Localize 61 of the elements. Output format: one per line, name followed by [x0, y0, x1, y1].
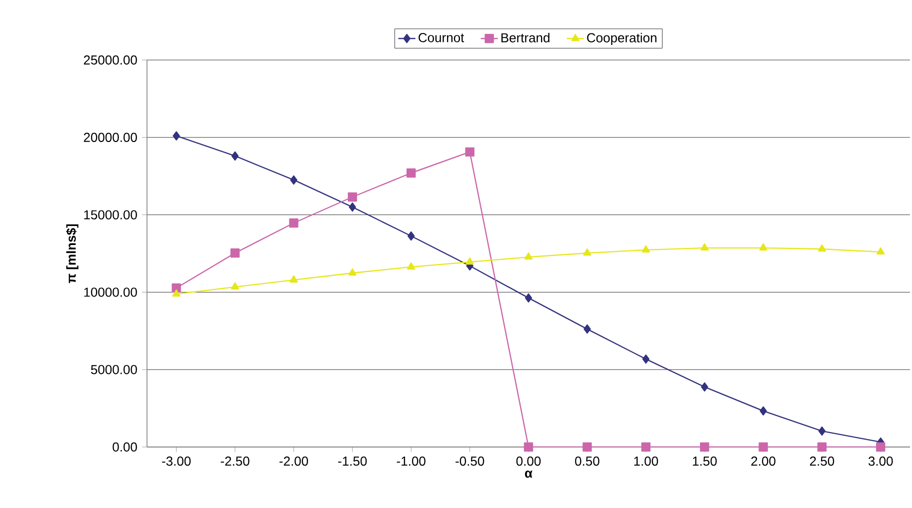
x-tick-label: -3.00	[162, 456, 191, 466]
y-tick-label: 5000.00	[90, 364, 137, 374]
y-axis-title: π [mlns$]	[66, 224, 78, 284]
point	[348, 202, 356, 212]
point	[289, 218, 298, 228]
y-tick-label: 15000.00	[84, 210, 137, 220]
x-tick-label: -1.00	[396, 456, 426, 466]
point	[407, 262, 416, 270]
x-tick-label: 2.00	[751, 456, 776, 466]
point	[290, 175, 298, 185]
point	[524, 442, 534, 452]
point	[230, 248, 240, 258]
y-tick-label: 25000.00	[84, 55, 137, 65]
point	[642, 245, 650, 253]
x-tick-label: -1.50	[338, 456, 367, 466]
point	[641, 442, 650, 452]
y-tick-label: 0.00	[112, 442, 137, 452]
point	[172, 289, 180, 297]
legend-label: Bertrand	[501, 32, 550, 42]
x-tick-label: 0.00	[516, 456, 541, 466]
point	[172, 283, 181, 293]
x-tick-label: -0.50	[456, 456, 484, 466]
point	[348, 268, 356, 276]
point	[466, 257, 474, 265]
point	[700, 442, 710, 452]
point	[817, 442, 827, 452]
x-tick-label: 1.50	[692, 456, 717, 466]
point	[583, 248, 592, 256]
point	[700, 382, 708, 392]
point	[172, 131, 180, 140]
point	[408, 231, 415, 241]
y-tick-label: 10000.00	[84, 288, 137, 297]
x-tick-label: -2.00	[279, 456, 308, 466]
point	[758, 442, 768, 452]
legend-label: Cooperation	[587, 32, 656, 45]
point	[231, 151, 239, 161]
x-tick-label: 3.00	[868, 456, 893, 466]
x-axis-title: α	[525, 470, 532, 478]
point	[524, 252, 533, 260]
point	[290, 275, 298, 283]
point	[818, 244, 826, 252]
point	[642, 354, 650, 364]
point	[700, 243, 709, 251]
x-tick-label: -2.50	[220, 456, 250, 466]
x-tick-label: 2.50	[810, 456, 834, 466]
point	[876, 442, 886, 452]
point	[818, 426, 826, 436]
point	[524, 293, 532, 303]
point	[760, 406, 767, 416]
point	[582, 442, 592, 452]
point	[759, 243, 768, 251]
x-tick-label: 1.00	[634, 456, 658, 466]
point	[406, 168, 416, 178]
point	[876, 247, 885, 255]
point	[584, 324, 591, 334]
point	[465, 147, 474, 157]
point	[348, 192, 358, 202]
y-tick-label: 20000.00	[84, 132, 137, 142]
legend-label: Cournot	[418, 33, 464, 42]
point	[230, 282, 240, 290]
x-tick-label: 0.50	[575, 456, 600, 466]
